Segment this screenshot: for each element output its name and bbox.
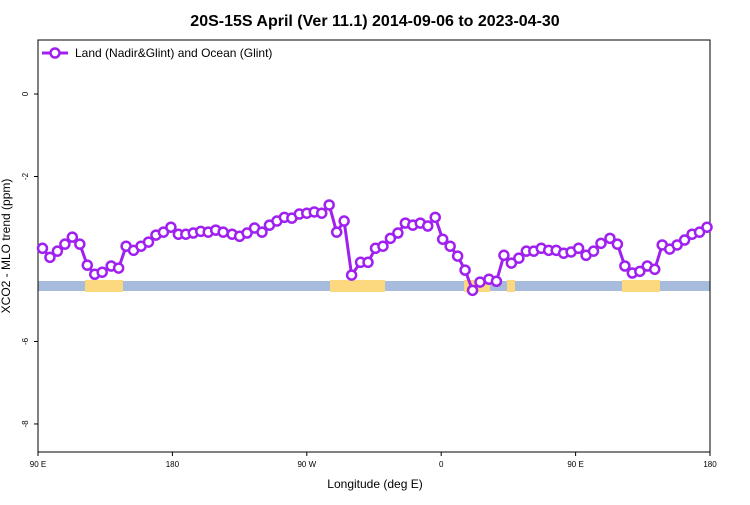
data-point bbox=[505, 257, 518, 269]
data-point bbox=[112, 262, 125, 274]
data-point bbox=[377, 240, 389, 252]
data-point bbox=[315, 207, 328, 219]
y-tick-label: -8 bbox=[21, 420, 30, 428]
data-point bbox=[338, 215, 350, 227]
data-point bbox=[490, 275, 503, 288]
chart-title: 20S-15S April (Ver 11.1) 2014-09-06 to 2… bbox=[190, 13, 560, 30]
data-point bbox=[345, 269, 358, 281]
data-point bbox=[66, 231, 79, 243]
x-tick-label: 180 bbox=[703, 460, 717, 469]
data-point bbox=[466, 284, 479, 297]
data-point bbox=[451, 250, 464, 262]
data-point bbox=[157, 226, 170, 238]
y-tick-label: -6 bbox=[21, 337, 30, 345]
legend-marker bbox=[49, 47, 61, 59]
data-point bbox=[392, 227, 404, 239]
data-point bbox=[256, 226, 268, 238]
legend: Land (Nadir&Glint) and Ocean (Glint) bbox=[42, 46, 272, 60]
data-point bbox=[474, 276, 486, 288]
data-point bbox=[611, 238, 624, 250]
data-point bbox=[444, 240, 456, 252]
data-point bbox=[604, 232, 616, 245]
x-tick-label: 180 bbox=[166, 460, 180, 469]
data-point bbox=[671, 239, 683, 251]
x-axis-label: Longitude (deg E) bbox=[327, 477, 422, 491]
data-point bbox=[436, 233, 449, 245]
data-point bbox=[587, 245, 600, 257]
data-point bbox=[323, 199, 335, 211]
data-point bbox=[634, 265, 646, 278]
data-point bbox=[459, 264, 471, 276]
data-point bbox=[648, 263, 661, 276]
data-point bbox=[81, 259, 94, 271]
legend-label: Land (Nadir&Glint) and Ocean (Glint) bbox=[75, 46, 272, 60]
data-point bbox=[330, 226, 343, 238]
data-point bbox=[595, 237, 607, 250]
data-point bbox=[217, 226, 229, 238]
data-point bbox=[96, 266, 108, 278]
x-tick-label: 90 E bbox=[30, 460, 46, 469]
data-point bbox=[572, 242, 585, 255]
data-point bbox=[59, 238, 71, 250]
data-point bbox=[241, 227, 253, 239]
y-tick-label: 0 bbox=[21, 91, 30, 96]
data-point bbox=[678, 234, 691, 246]
data-point bbox=[384, 232, 397, 245]
data-point bbox=[74, 238, 86, 250]
y-tick-label: -2 bbox=[21, 172, 30, 180]
data-point bbox=[429, 211, 441, 224]
surface-strip bbox=[38, 280, 710, 292]
data-point bbox=[142, 236, 155, 248]
data-point bbox=[498, 249, 510, 262]
data-point bbox=[701, 221, 713, 233]
data-point bbox=[362, 256, 374, 269]
data-point bbox=[693, 226, 706, 238]
x-tick-label: 90 W bbox=[297, 460, 316, 469]
y-axis-label: XCO2 - MLO trend (ppm) bbox=[0, 179, 13, 314]
x-tick-label: 90 E bbox=[567, 460, 583, 469]
x-tick-label: 0 bbox=[439, 460, 444, 469]
data-point bbox=[513, 252, 525, 264]
data-point bbox=[36, 242, 49, 255]
data-point bbox=[165, 221, 177, 233]
data-point bbox=[619, 260, 631, 272]
data-point bbox=[422, 220, 434, 232]
data-point bbox=[44, 251, 56, 264]
data-point bbox=[51, 245, 64, 257]
